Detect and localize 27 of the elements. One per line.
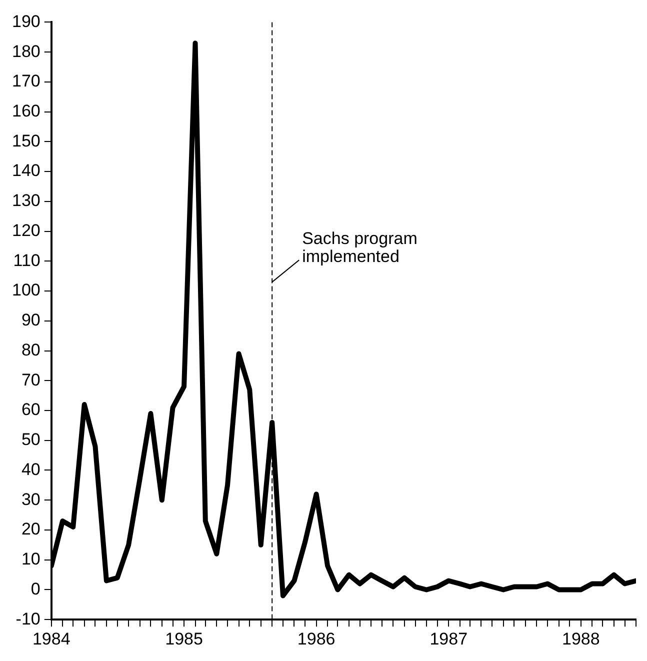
x-tick-label: 1986: [297, 629, 336, 648]
y-tick-label: 20: [21, 520, 40, 539]
y-tick-label: 180: [12, 42, 40, 61]
y-tick-label: 120: [12, 220, 40, 240]
y-tick-label: 40: [21, 460, 40, 479]
y-tick-label: 100: [12, 280, 40, 300]
y-tick-label: 130: [12, 191, 40, 210]
y-tick-label: 80: [21, 340, 40, 360]
y-tick-label: -10: [16, 609, 40, 628]
x-tick-label: 1988: [562, 629, 600, 648]
y-tick-label: 50: [21, 430, 40, 450]
y-tick-label: 170: [12, 72, 40, 91]
x-tick-label: 1985: [165, 629, 203, 648]
y-tick-label: 60: [21, 400, 40, 420]
ref-line-label: Sachs program implemented: [302, 229, 418, 266]
y-tick-label: 140: [12, 161, 40, 180]
y-tick-label: 110: [13, 250, 40, 270]
y-tick-label: 0: [30, 579, 40, 598]
y-tick-label: 30: [21, 490, 40, 509]
y-tick-label: 160: [12, 101, 40, 120]
y-tick-label: 190: [12, 12, 40, 31]
y-tick-label: 10: [21, 550, 40, 569]
y-tick-label: 90: [21, 310, 40, 330]
x-tick-label: 1987: [430, 629, 468, 648]
y-tick-label: 150: [12, 131, 40, 150]
y-tick-label: 70: [21, 370, 40, 390]
x-tick-label: 1984: [32, 629, 70, 648]
